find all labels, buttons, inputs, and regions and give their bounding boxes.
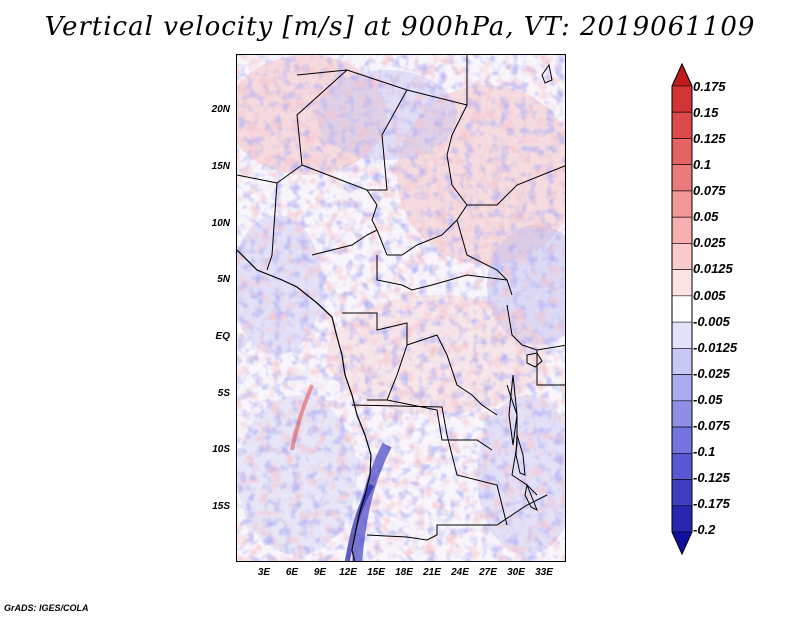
lat-label-5s: 5S [217, 388, 230, 399]
colorbar-label-0.15: 0.15 [693, 105, 719, 120]
colorbar-swatch-5 [671, 190, 693, 218]
colorbar-label-0.125: 0.125 [693, 131, 726, 146]
lat-label-15n: 15N [211, 161, 230, 172]
lat-label-15s: 15S [212, 501, 230, 512]
lon-label-3e: 3E [257, 567, 271, 578]
colorbar-label-0.075: 0.075 [693, 183, 726, 198]
colorbar-label-0.005: 0.005 [693, 288, 726, 303]
lat-label-20n: 20N [211, 104, 230, 115]
colorbar-swatch-0 [671, 63, 693, 87]
colorbar-label-neg-0.1: -0.1 [693, 444, 716, 459]
colorbar-swatch-14 [671, 426, 693, 454]
lon-label-6e: 6E [285, 567, 299, 578]
colorbar-label-0.05: 0.05 [693, 209, 719, 224]
lat-label-eq: EQ [215, 331, 230, 342]
colorbar-label-0.175: 0.175 [693, 79, 726, 94]
colorbar-label-neg-0.125: -0.125 [693, 470, 730, 485]
colorbar-label-neg-0.05: -0.05 [693, 392, 723, 407]
colorbar-swatch-8 [671, 269, 693, 297]
colorbar-swatch-15 [671, 452, 693, 480]
colorbar-label-neg-0.0125: -0.0125 [693, 340, 738, 355]
lat-label-5n: 5N [217, 274, 230, 285]
colorbar-label-neg-0.175: -0.175 [693, 496, 730, 511]
grads-credit: GrADS: IGES/COLA [4, 603, 89, 613]
colorbar-label-neg-0.075: -0.075 [693, 418, 730, 433]
colorbar-label-neg-0.005: -0.005 [693, 314, 730, 329]
colorbar-label-0.0125: 0.0125 [693, 261, 733, 276]
colorbar-swatch-6 [671, 216, 693, 244]
colorbar-swatch-11 [671, 348, 693, 375]
map-panel [236, 54, 566, 562]
lon-label-21e: 21E [423, 567, 441, 578]
colorbar-swatch-10 [671, 321, 693, 349]
colorbar-label-0.1: 0.1 [693, 157, 712, 172]
lon-label-12e: 12E [339, 567, 357, 578]
colorbar-swatch-4 [671, 164, 693, 192]
lat-label-10n: 10N [211, 218, 230, 229]
colorbar-swatch-17 [671, 505, 693, 533]
lat-label-10s: 10S [212, 444, 230, 455]
colorbar-swatch-7 [671, 243, 693, 270]
colorbar [671, 62, 693, 556]
colorbar-swatch-16 [671, 479, 693, 507]
colorbar-swatch-12 [671, 374, 693, 402]
colorbar-label-neg-0.025: -0.025 [693, 366, 730, 381]
lon-label-27e: 27E [479, 567, 497, 578]
colorbar-swatch-18 [671, 531, 693, 555]
lon-label-9e: 9E [313, 567, 327, 578]
lon-label-15e: 15E [367, 567, 385, 578]
colorbar-swatch-1 [671, 85, 693, 113]
colorbar-label-0.025: 0.025 [693, 235, 726, 250]
colorbar-swatch-3 [671, 138, 693, 166]
colorbar-swatch-9 [671, 295, 693, 323]
lon-label-18e: 18E [395, 567, 413, 578]
lon-label-33e: 33E [535, 567, 553, 578]
lon-label-24e: 24E [451, 567, 469, 578]
colorbar-swatch-13 [671, 400, 693, 428]
map-title: Vertical velocity [m/s] at 900hPa, VT: 2… [44, 12, 756, 42]
colorbar-swatch-2 [671, 111, 693, 139]
colorbar-label-neg-0.2: -0.2 [693, 522, 716, 537]
velocity-field [237, 55, 565, 561]
lon-label-30e: 30E [507, 567, 525, 578]
